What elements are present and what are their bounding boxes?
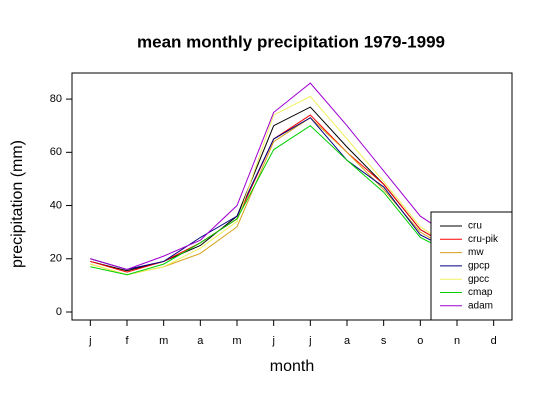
x-axis-label: month <box>270 358 314 375</box>
series-line <box>90 82 494 270</box>
legend-label: gpcp <box>468 261 490 272</box>
legend-label: cru <box>468 221 482 232</box>
legend-label: cru-pik <box>468 234 499 245</box>
x-tick-label: j <box>88 335 91 347</box>
x-tick-label: m <box>159 335 168 347</box>
series-line <box>90 95 494 276</box>
legend-label: adam <box>468 300 493 311</box>
plot-frame <box>71 72 513 321</box>
x-tick-label: f <box>125 335 129 347</box>
x-tick-label: s <box>381 335 387 347</box>
legend-label: gpcc <box>468 274 489 285</box>
x-tick-label: j <box>271 335 274 347</box>
legend-label: cmap <box>468 287 493 298</box>
y-tick-label: 80 <box>50 93 62 105</box>
y-tick-label: 0 <box>56 306 62 318</box>
x-tick-label: m <box>232 335 241 347</box>
x-tick-label: a <box>344 335 351 347</box>
x-tick-label: j <box>308 335 311 347</box>
x-tick-label: n <box>454 335 460 347</box>
x-tick-label: a <box>197 335 204 347</box>
y-tick-label: 40 <box>50 199 62 211</box>
x-tick-label: o <box>417 335 423 347</box>
x-tick-label: d <box>491 335 497 347</box>
y-tick-label: 20 <box>50 253 62 265</box>
legend-label: mw <box>468 247 484 258</box>
y-tick-label: 60 <box>50 146 62 158</box>
series-line <box>90 117 494 270</box>
series-line <box>90 125 494 276</box>
y-axis-label: precipitation (mm) <box>9 140 26 268</box>
chart-title: mean monthly precipitation 1979-1999 <box>137 32 445 51</box>
